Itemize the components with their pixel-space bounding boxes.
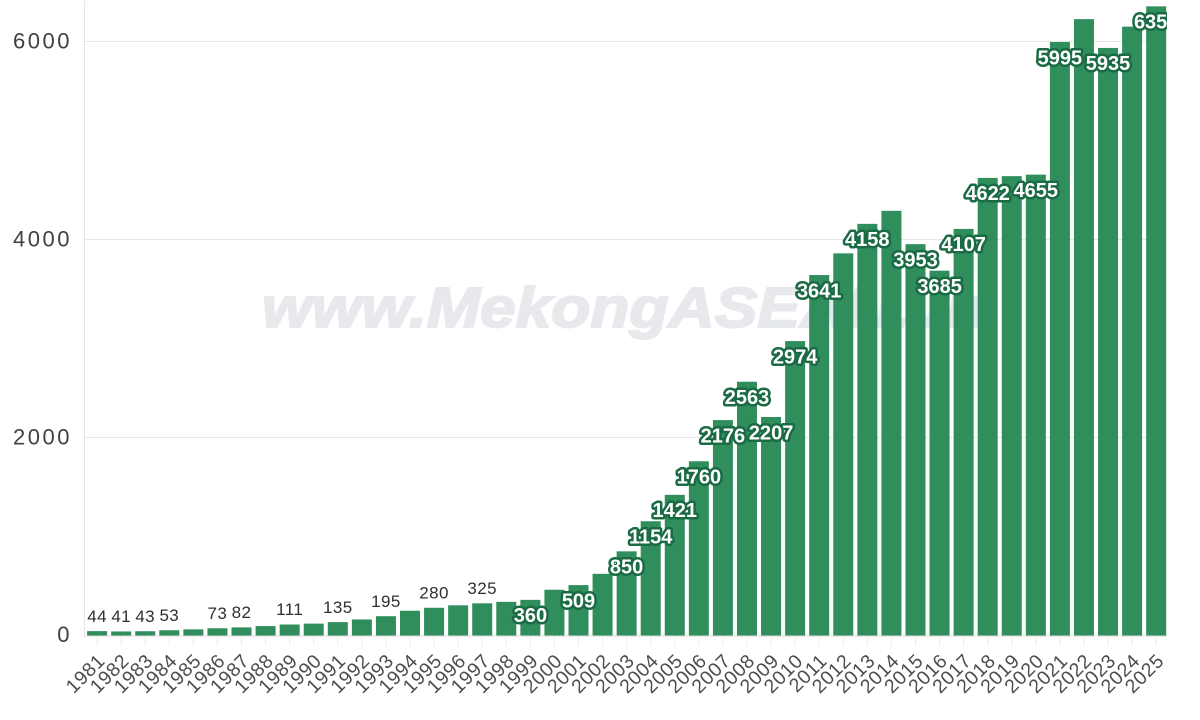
svg-text:195: 195 [371,592,401,611]
svg-text:3641: 3641 [797,280,842,302]
svg-text:3685: 3685 [917,276,962,298]
svg-text:5995: 5995 [1038,47,1083,69]
svg-text:2974: 2974 [773,346,818,368]
svg-text:135: 135 [323,598,353,617]
svg-text:1421: 1421 [653,500,698,522]
svg-text:509: 509 [562,590,595,612]
svg-text:1154: 1154 [629,527,673,549]
svg-text:360: 360 [514,605,547,627]
svg-text:2176: 2176 [701,425,746,447]
svg-text:4622: 4622 [965,183,1010,205]
svg-text:6355: 6355 [1134,12,1179,34]
svg-text:4107: 4107 [941,234,986,256]
svg-text:82: 82 [232,603,252,622]
svg-text:280: 280 [419,584,449,603]
svg-text:44: 44 [87,607,107,626]
svg-text:2000: 2000 [13,425,72,450]
svg-text:4158: 4158 [845,229,890,251]
svg-text:73: 73 [208,604,228,623]
svg-text:2207: 2207 [749,422,794,444]
svg-text:41: 41 [111,607,131,626]
svg-text:3953: 3953 [893,250,938,272]
svg-text:850: 850 [610,557,643,579]
svg-text:1760: 1760 [677,467,722,489]
svg-text:0: 0 [57,622,72,647]
svg-text:325: 325 [467,579,497,598]
svg-text:2563: 2563 [725,387,770,409]
svg-text:111: 111 [276,600,303,619]
svg-text:4000: 4000 [13,227,72,252]
svg-text:43: 43 [135,607,155,626]
svg-text:53: 53 [159,606,179,625]
svg-text:4655: 4655 [1014,180,1059,202]
svg-text:6000: 6000 [13,29,72,54]
svg-text:5935: 5935 [1086,53,1131,75]
